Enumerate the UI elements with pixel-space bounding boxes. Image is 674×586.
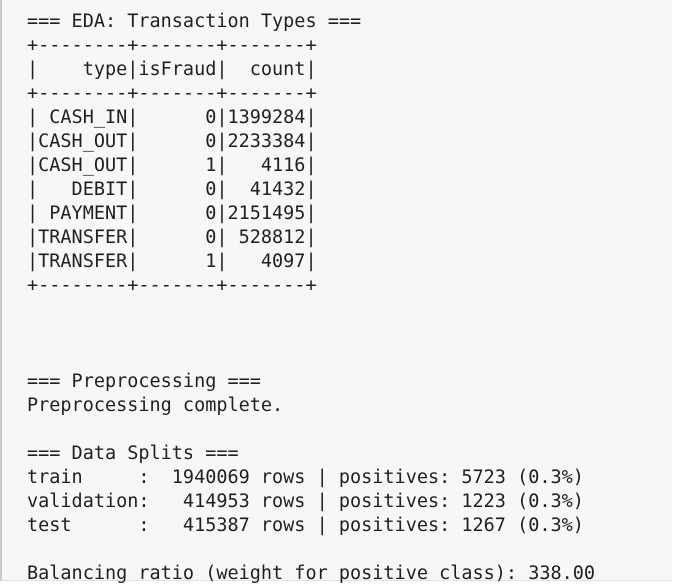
eda-header: === EDA: Transaction Types === [27,11,362,32]
table-row: | DEBIT| 0| 41432| [27,179,317,200]
splits-header: === Data Splits === [27,443,239,464]
table-row: |TRANSFER| 1| 4097| [27,251,317,272]
balancing-ratio: Balancing ratio (weight for positive cla… [27,563,596,584]
table-row: |CASH_OUT| 0|2233384| [27,131,317,152]
console-output: === EDA: Transaction Types === +--------… [27,10,595,586]
table-row: | PAYMENT| 0|2151495| [27,203,317,224]
table-header: | type|isFraud| count| [27,59,317,80]
split-row-test: test : 415387 rows | positives: 1267 (0.… [27,515,584,536]
preprocessing-header: === Preprocessing === [27,371,261,392]
preprocessing-status: Preprocessing complete. [27,395,284,416]
table-row: |TRANSFER| 0| 528812| [27,227,317,248]
table-border-top: +--------+-------+-------+ [27,35,317,56]
split-row-validation: validation: 414953 rows | positives: 122… [27,491,584,512]
table-border-bottom: +--------+-------+-------+ [27,275,317,296]
table-border-mid: +--------+-------+-------+ [27,83,317,104]
table-row: | CASH_IN| 0|1399284| [27,107,317,128]
split-row-train: train : 1940069 rows | positives: 5723 (… [27,467,584,488]
table-row: |CASH_OUT| 1| 4116| [27,155,317,176]
